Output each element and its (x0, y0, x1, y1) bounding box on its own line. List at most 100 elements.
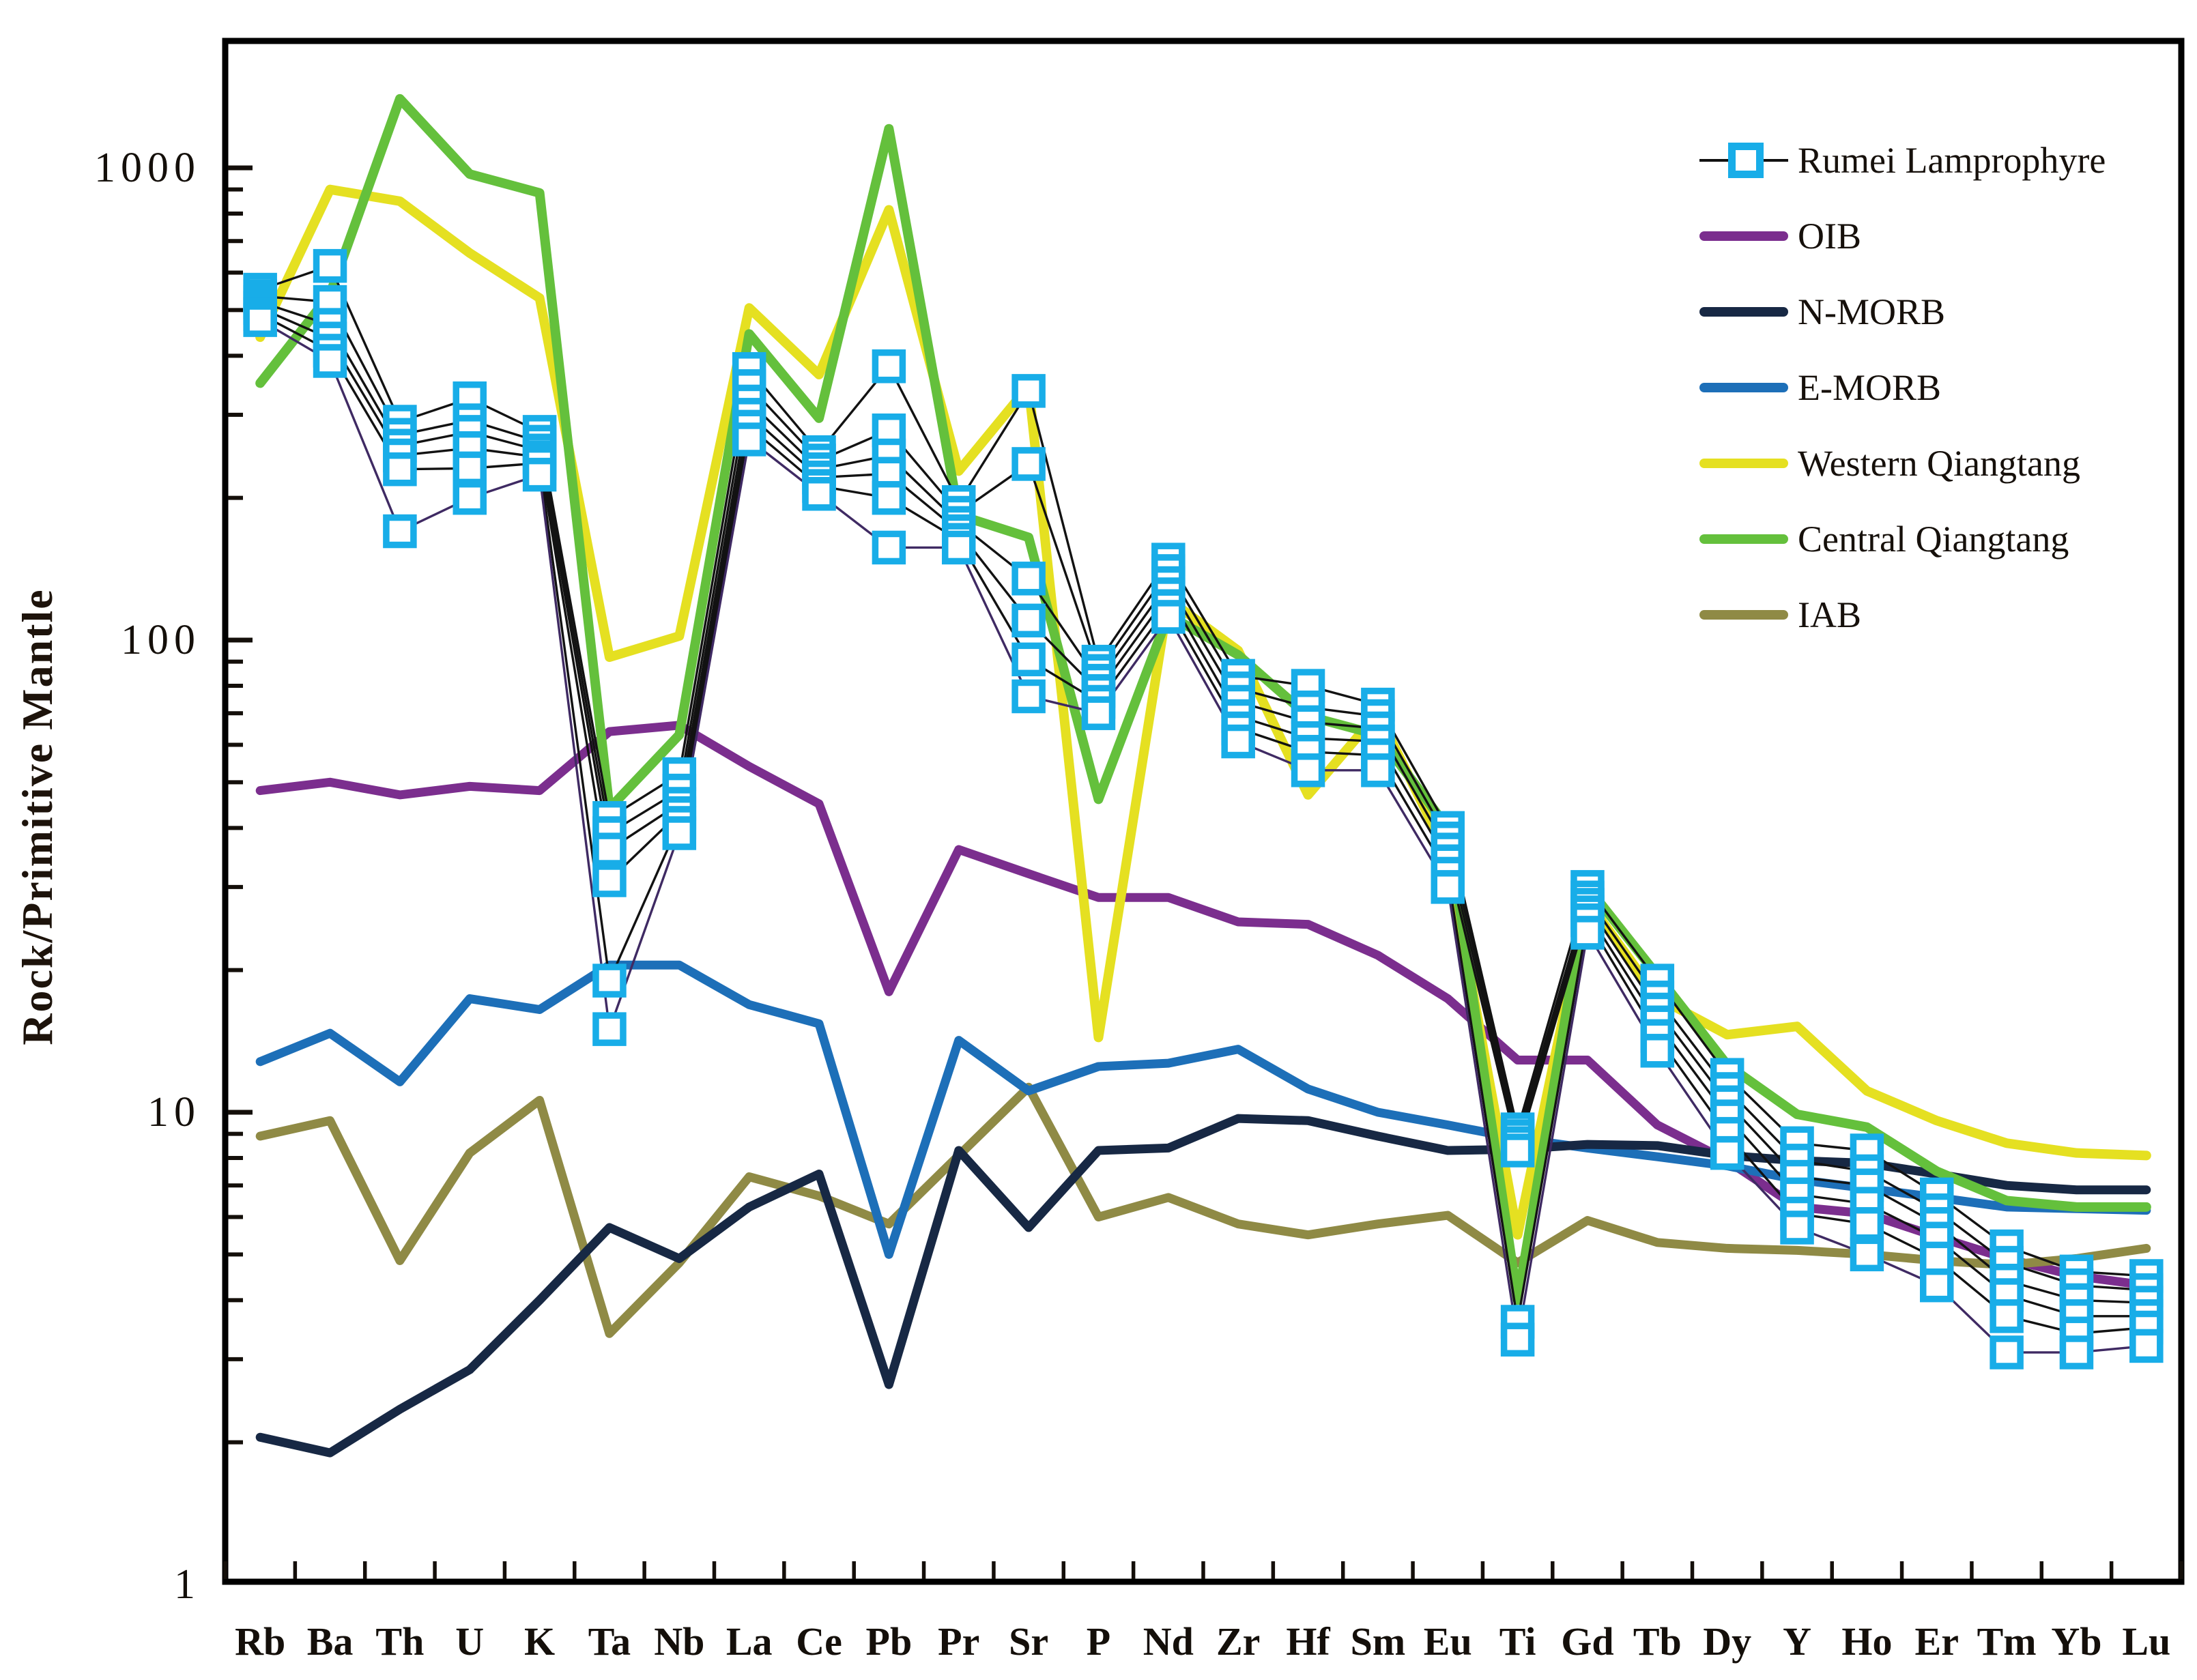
line-swatch-icon (1699, 231, 1788, 241)
sample-marker-square (1710, 1135, 1744, 1170)
y-tick-label-10: 10 (147, 1089, 201, 1135)
legend-item-central-qiangtang: Central Qiangtang (1699, 519, 2069, 560)
legend-label: Western Qiangtang (1798, 443, 2081, 484)
x-label-Rb: Rb (235, 1619, 285, 1664)
y-tick-label-1000: 1000 (94, 145, 201, 191)
sample-marker-square (872, 480, 906, 515)
sample-marker-square (592, 1012, 627, 1046)
sample-marker-square (1431, 870, 1465, 904)
sample-marker-square (1011, 603, 1046, 638)
legend-label: IAB (1798, 594, 1861, 635)
sample-marker-square (1500, 1133, 1535, 1168)
series-line-central-qiangtang (255, 93, 2151, 1305)
sample-marker-square (1990, 1299, 2024, 1333)
sample-marker-square (592, 964, 627, 998)
legend-line-with-square-icon (1699, 143, 1788, 178)
sample-marker-square (732, 422, 766, 457)
legend-label: N-MORB (1798, 291, 1946, 332)
sample-line-3 (259, 300, 2148, 1304)
sample-marker-square (872, 349, 906, 383)
sample-marker-square (2129, 1329, 2164, 1363)
series-line-e-morb (255, 960, 2151, 1259)
series-line-western-qiangtang (255, 184, 2151, 1240)
sample-marker-square (313, 344, 347, 378)
legend-label: OIB (1798, 216, 1861, 257)
sample-marker-square (453, 451, 487, 486)
x-label-Nb: Nb (654, 1619, 704, 1664)
line-swatch-icon (1699, 534, 1788, 544)
x-label-U: U (455, 1619, 484, 1664)
line-swatch-icon (1699, 459, 1788, 468)
x-label-Nd: Nd (1143, 1619, 1194, 1664)
sample-line-5 (259, 313, 2148, 1335)
x-label-Pb: Pb (866, 1619, 913, 1664)
x-label-Sr: Sr (1009, 1619, 1048, 1664)
y-tick-label-100: 100 (121, 617, 201, 663)
sample-marker-square (1291, 753, 1325, 787)
x-label-Ce: Ce (796, 1619, 842, 1664)
x-label-Gd: Gd (1561, 1619, 1613, 1664)
x-label-Sm: Sm (1351, 1619, 1406, 1664)
sample-marker-square (383, 514, 417, 549)
line-swatch-icon (1699, 307, 1788, 317)
sample-line-1 (259, 264, 2148, 1277)
sample-marker-square (1361, 753, 1395, 787)
x-label-Tm: Tm (1977, 1619, 2037, 1664)
sample-marker-square (1780, 1211, 1814, 1245)
sample-marker-square (1011, 374, 1046, 408)
sample-marker-square (1990, 1335, 2024, 1370)
sample-marker-square (662, 816, 697, 850)
x-label-Er: Er (1915, 1619, 1959, 1664)
square-marker-icon (1728, 143, 1764, 178)
sample-marker-square (1500, 1322, 1535, 1357)
sample-marker-square (1920, 1241, 1954, 1276)
x-label-Th: Th (375, 1619, 424, 1664)
legend-item-oib: OIB (1699, 216, 1861, 257)
sample-marker-square (1011, 642, 1046, 677)
legend-item-western-qiangtang: Western Qiangtang (1699, 443, 2080, 484)
y-tick-label-1: 1 (174, 1561, 201, 1608)
legend-item-iab: IAB (1699, 594, 1861, 635)
line-swatch-icon (1699, 383, 1788, 392)
sample-marker-square (453, 480, 487, 515)
x-label-K: K (524, 1619, 555, 1664)
sample-marker-square (1850, 1206, 1884, 1241)
sample-marker-square (592, 863, 627, 897)
series-line-iab (255, 1082, 2151, 1338)
x-label-Tb: Tb (1633, 1619, 1682, 1664)
x-label-Pr: Pr (938, 1619, 979, 1664)
sample-marker-square (1151, 600, 1186, 634)
series-layer (243, 93, 2164, 1458)
sample-marker-square (1920, 1268, 1954, 1303)
y-axis-title: Rock/Primitive Mantle (13, 588, 61, 1045)
sample-marker-square (942, 530, 976, 565)
x-label-Ti: Ti (1499, 1619, 1536, 1664)
x-label-P: P (1087, 1619, 1110, 1664)
legend-item-e-morb: E-MORB (1699, 367, 1941, 408)
sample-marker-square (313, 248, 347, 283)
x-label-Hf: Hf (1286, 1619, 1330, 1664)
sample-marker-square (872, 530, 906, 565)
x-label-Ta: Ta (588, 1619, 631, 1664)
series-line-n-morb (255, 1114, 2151, 1458)
sample-marker-square (592, 832, 627, 867)
plot-border (222, 38, 2185, 1585)
legend-item-rumei-lamprophyre: Rumei Lamprophyre (1699, 140, 2106, 181)
x-label-Ho: Ho (1841, 1619, 1892, 1664)
legend-label: Rumei Lamprophyre (1798, 140, 2106, 181)
x-label-Lu: Lu (2122, 1619, 2170, 1664)
x-label-Y: Y (1783, 1619, 1811, 1664)
legend-label: Central Qiangtang (1798, 519, 2069, 560)
sample-marker-square (1011, 447, 1046, 481)
sample-marker-square (2059, 1335, 2094, 1370)
sample-marker-square (1011, 679, 1046, 714)
x-label-Zr: Zr (1216, 1619, 1260, 1664)
x-label-Dy: Dy (1703, 1619, 1751, 1664)
x-label-Ba: Ba (307, 1619, 354, 1664)
sample-marker-square (522, 457, 557, 492)
line-swatch-icon (1699, 610, 1788, 620)
sample-line-6 (259, 319, 2148, 1354)
sample-line-2 (259, 295, 2148, 1292)
